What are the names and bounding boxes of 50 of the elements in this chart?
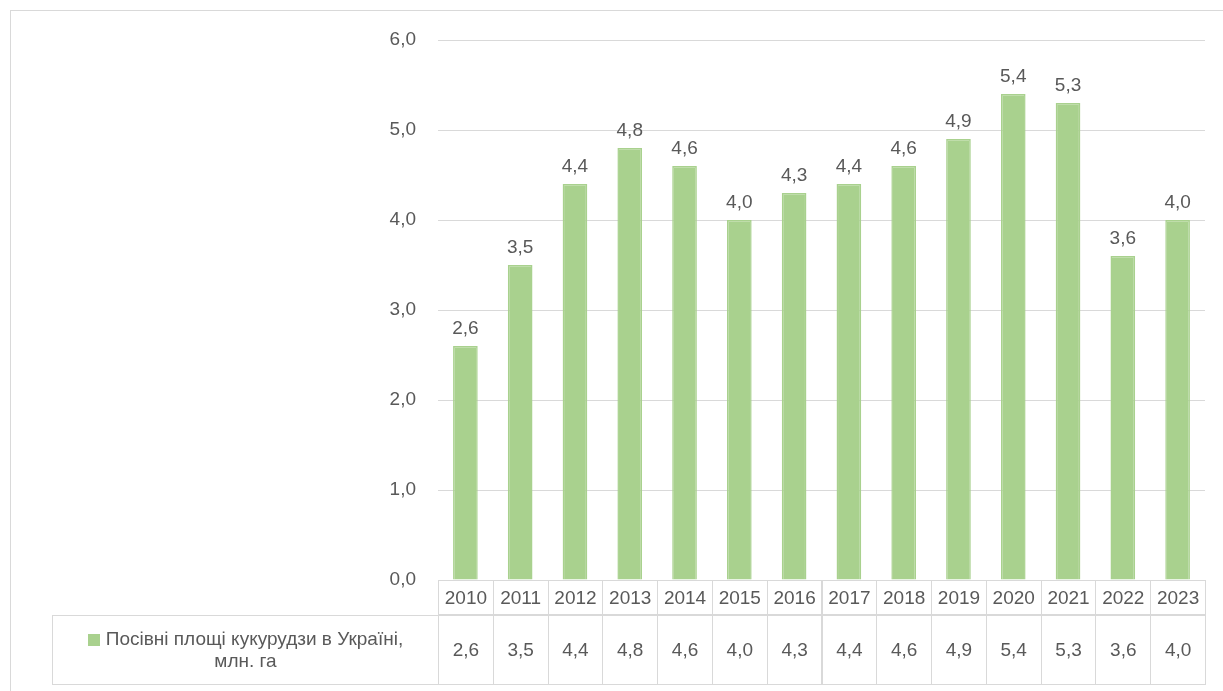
text: 4,0 [1164,190,1191,212]
x-tick-label: 2019 [931,580,987,615]
y-tick-label: 4,0 [389,208,416,230]
text: 4,4 [835,154,863,176]
data-label: 4,0 [711,615,768,685]
legend-label: Посівні площі кукурудзи в Україні, млн. га [104,628,405,672]
text: 4,3 [780,163,808,185]
x-tick-label: 2016 [766,580,823,615]
x-tick-label: 2014 [657,580,713,615]
data-label: 3,5 [492,615,549,685]
text: 4,0 [726,190,753,212]
y-tick-label: 1,0 [389,478,416,500]
text: 4,6 [890,136,917,158]
y-tick-label: 3,0 [389,298,416,320]
x-tick-label: 2021 [1040,580,1097,615]
data-label: 4,4 [821,615,878,685]
text: 3,5 [506,235,534,257]
data-label: 3,6 [1095,615,1152,685]
text: 5,3 [1054,73,1082,95]
data-label: 2,6 [438,615,494,685]
x-tick-label: 2015 [711,580,768,615]
text: 2,6 [452,316,479,338]
x-tick-label: 2012 [547,580,604,615]
data-label: 4,8 [602,615,659,685]
x-tick-label: 2023 [1150,580,1206,615]
x-tick-label: 2020 [985,580,1042,615]
y-tick-label: 5,0 [389,118,416,140]
data-label: 4,6 [657,615,713,685]
data-label: 4,6 [876,615,933,685]
x-tick-label: 2013 [602,580,659,615]
data-label: 5,4 [985,615,1042,685]
text: 3,6 [1109,226,1137,248]
data-label: 5,3 [1040,615,1097,685]
data-label: 4,9 [931,615,987,685]
data-label: 4,0 [1150,615,1206,685]
x-tick-label: 2017 [821,580,878,615]
data-label: 4,4 [547,615,604,685]
y-tick-label: 2,0 [389,388,416,410]
x-tick-label: 2018 [876,580,933,615]
x-tick-label: 2022 [1095,580,1152,615]
text: 4,6 [671,136,698,158]
y-tick-label: 0,0 [389,568,416,590]
text: 5,4 [1000,64,1027,86]
y-tick-label: 6,0 [389,28,416,50]
text: 4,8 [616,118,643,140]
data-label: 4,3 [766,615,823,685]
text: 4,4 [561,154,589,176]
x-tick-label: 2011 [492,580,549,615]
text: 4,9 [945,109,972,131]
x-tick-label: 2010 [438,580,494,615]
